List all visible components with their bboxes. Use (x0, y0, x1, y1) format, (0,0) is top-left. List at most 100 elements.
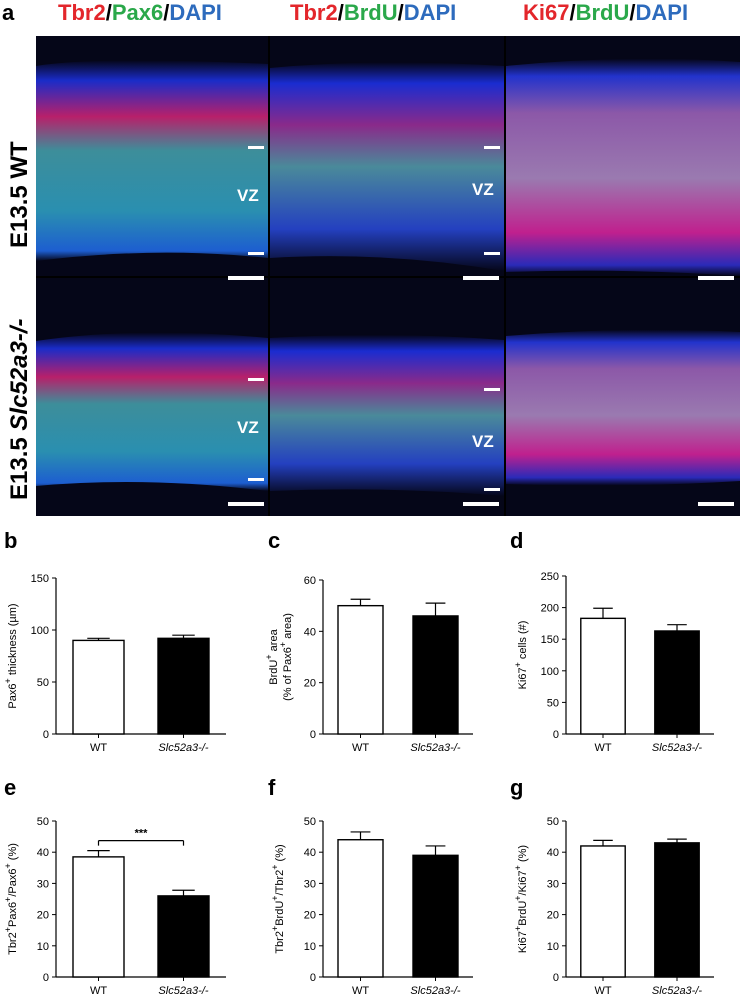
y-tick-label: 40 (37, 847, 49, 859)
row-label-ko-prefix: E13.5 (6, 430, 33, 500)
bar-ko (412, 854, 459, 978)
y-tick-label: 10 (37, 941, 49, 953)
y-tick-label: 0 (310, 729, 316, 741)
bar-ko (157, 895, 210, 978)
bar-wt (580, 617, 626, 735)
y-tick-label: 50 (304, 816, 316, 828)
y-tick-label: 100 (31, 625, 49, 637)
vz-label: VZ (472, 432, 494, 451)
vz-boundary-tick (248, 252, 264, 255)
vz-boundary-tick (484, 388, 500, 391)
y-tick-label: 0 (310, 972, 316, 984)
y-tick-label: 50 (547, 697, 559, 709)
title-dapi: DAPI (635, 0, 689, 25)
y-tick-label: 30 (304, 878, 316, 890)
panel-letter-a: a (2, 0, 15, 25)
bar-ko (654, 842, 700, 978)
title-tbr2: Tbr2 (58, 0, 106, 25)
y-tick-label: 30 (547, 878, 559, 890)
y-tick-label: 20 (547, 910, 559, 922)
y-tick-label: 250 (541, 571, 559, 583)
bar-ko (412, 615, 459, 735)
x-tick-label: WT (352, 742, 369, 754)
title-slash: / (397, 0, 404, 25)
column-title-3: Ki67/BrdU/DAPI (523, 0, 688, 30)
x-tick-label: WT (594, 742, 611, 754)
title-tbr2: Tbr2 (290, 0, 338, 25)
y-tick-label: 50 (547, 816, 559, 828)
title-slash: / (337, 0, 344, 25)
y-axis-label: Ki67+ cells (#) (513, 621, 529, 690)
y-tick-label: 0 (553, 972, 559, 984)
x-tick-label: Slc52a3-/- (410, 985, 460, 997)
y-tick-label: 50 (37, 677, 49, 689)
vz-boundary-tick (484, 146, 500, 149)
title-pax6: Pax6 (111, 0, 164, 25)
bar-chart-pax6-thickness: 0 50 100 150 Pax6+ thickness (µm) WT Slc52a3-/… (3, 573, 226, 754)
title-slash: / (105, 0, 112, 25)
y-tick-label: 100 (541, 666, 559, 678)
y-axis-label: Tbr2+Pax6+/Pax6+ (%) (3, 843, 19, 955)
y-tick-label: 150 (541, 634, 559, 646)
bar-wt (337, 604, 384, 735)
vz-boundary-tick (248, 146, 264, 149)
y-axis-label: Tbr2+BrdU+/Tbr2+ (%) (270, 844, 286, 953)
y-tick-label: 50 (37, 816, 49, 828)
microscopy-image-grid (36, 36, 740, 516)
y-tick-label: 40 (304, 626, 316, 638)
row-label-ko: E13.5 Slc52a3-/- (6, 319, 34, 500)
x-tick-label: Slc52a3-/- (652, 742, 702, 754)
y-tick-label: 200 (541, 603, 559, 615)
panel-letter-d: d (510, 528, 524, 553)
x-tick-label: Slc52a3-/- (410, 742, 460, 754)
y-tick-label: 10 (547, 941, 559, 953)
bar-wt (337, 839, 384, 978)
title-brdu: BrdU (575, 0, 630, 25)
title-brdu: BrdU (343, 0, 398, 25)
title-dapi: DAPI (169, 0, 222, 25)
y-axis-label: (% of Pax6+ area) (278, 613, 294, 701)
scale-bar (698, 276, 734, 280)
x-tick-label: Slc52a3-/- (158, 742, 208, 754)
y-tick-label: 60 (304, 575, 316, 587)
panel-letter-b: b (4, 528, 18, 553)
vz-label: VZ (237, 186, 259, 205)
bar-chart-tbr2-brdu: 0 10 20 30 40 50 Tbr2+BrdU+/Tbr2+ (%) WT Slc52a3… (270, 816, 473, 997)
vz-boundary-tick (484, 252, 500, 255)
x-tick-label: WT (594, 985, 611, 997)
y-tick-label: 30 (37, 878, 49, 890)
y-tick-label: 40 (304, 847, 316, 859)
x-tick-label: Slc52a3-/- (158, 985, 208, 997)
y-tick-label: 20 (37, 910, 49, 922)
title-slash: / (569, 0, 576, 25)
vz-boundary-tick (248, 378, 264, 381)
title-slash: / (163, 0, 170, 25)
y-tick-label: 20 (304, 910, 316, 922)
scale-bar (228, 276, 264, 280)
y-tick-label: 0 (43, 972, 49, 984)
panel-letter-f: f (268, 775, 276, 800)
scale-bar (228, 502, 264, 506)
row-label-wt: E13.5 WT (6, 141, 33, 248)
title-slash: / (629, 0, 636, 25)
bar-chart-ki67-cells: 0 50 100 150 200 250 Ki67+ cells (#) WT Slc52a3-… (513, 571, 714, 754)
x-tick-label: WT (352, 985, 369, 997)
vz-label: VZ (472, 180, 494, 199)
vz-boundary-tick (484, 488, 500, 491)
panel-letter-e: e (4, 775, 17, 800)
column-title-1: Tbr2/Pax6/DAPI (58, 0, 222, 30)
scale-bar (698, 502, 734, 506)
x-tick-label: WT (90, 985, 107, 997)
x-tick-label: WT (90, 742, 107, 754)
bar-wt (72, 639, 125, 735)
bar-chart-ki67-brdu: 0 10 20 30 40 50 Ki67+BrdU+/Ki67+ (%) WT Slc52a3… (513, 816, 714, 997)
y-tick-label: 0 (43, 729, 49, 741)
y-tick-label: 10 (304, 941, 316, 953)
panel-letter-g: g (510, 775, 524, 800)
column-title-2: Tbr2/BrdU/DAPI (290, 0, 456, 30)
microscopy-image-grid (36, 36, 740, 516)
vz-boundary-tick (248, 478, 264, 481)
scale-bar (463, 276, 499, 280)
bar-chart-brdu-area: 0 20 40 60 BrdU+ area(% of Pax6+ area) WT Slc5… (264, 575, 473, 754)
bar-ko (157, 637, 210, 735)
